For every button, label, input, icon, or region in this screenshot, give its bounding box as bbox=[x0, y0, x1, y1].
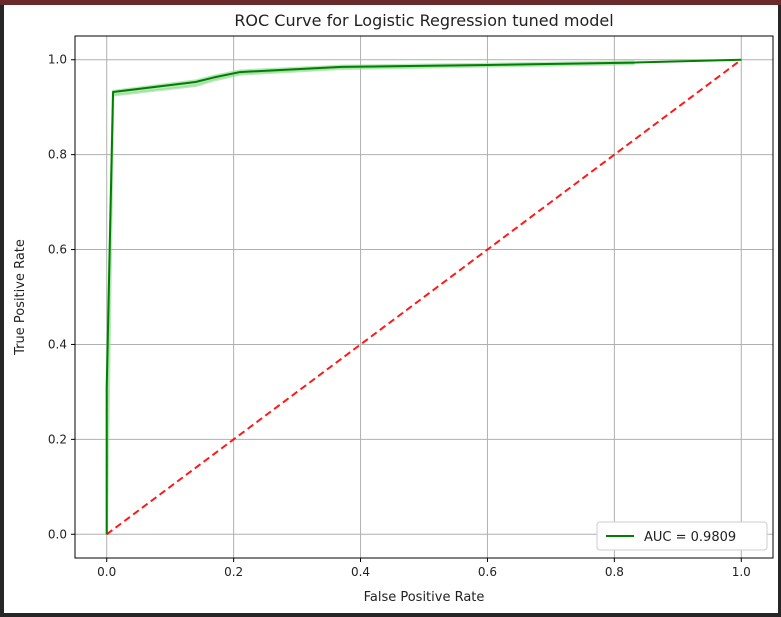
x-tick-label: 0.8 bbox=[605, 565, 624, 579]
y-tick-label: 0.4 bbox=[48, 337, 67, 351]
y-tick-label: 0.6 bbox=[48, 243, 67, 257]
plot-area-border bbox=[74, 35, 774, 559]
x-tick-label: 0.0 bbox=[97, 565, 116, 579]
x-tick-label: 0.6 bbox=[478, 565, 497, 579]
legend: AUC = 0.9809 bbox=[596, 521, 768, 551]
axis-ticks: 0.0 0.2 0.4 0.6 0.8 1.0 0.0 0.2 0.4 0.6 0.8 1.0 bbox=[48, 53, 751, 579]
x-tick-label: 0.4 bbox=[351, 565, 370, 579]
roc-chart: 0.0 0.2 0.4 0.6 0.8 1.0 0.0 0.2 0.4 0.6 0.8 1.0 ROC… bbox=[13, 11, 774, 605]
y-axis-label: True Positive Rate bbox=[13, 239, 28, 356]
legend-label-auc: AUC = 0.9809 bbox=[644, 530, 736, 545]
diagonal-chance-line bbox=[106, 58, 742, 536]
confidence-band bbox=[105, 60, 635, 535]
cell-top-strip bbox=[0, 0, 781, 5]
confidence-band-area bbox=[105, 60, 635, 535]
y-tick-label: 0.0 bbox=[48, 527, 67, 541]
chart-title: ROC Curve for Logistic Regression tuned … bbox=[234, 11, 613, 30]
x-tick-label: 0.2 bbox=[224, 565, 243, 579]
y-tick-label: 0.2 bbox=[48, 432, 67, 446]
series-lines bbox=[105, 58, 742, 536]
x-axis-label: False Positive Rate bbox=[364, 590, 485, 605]
legend-box bbox=[596, 521, 768, 551]
x-tick-label: 1.0 bbox=[732, 565, 751, 579]
y-tick-label: 0.8 bbox=[48, 148, 67, 162]
y-tick-label: 1.0 bbox=[48, 53, 67, 67]
figure-canvas: 0.0 0.2 0.4 0.6 0.8 1.0 0.0 0.2 0.4 0.6 0.8 1.0 ROC… bbox=[4, 5, 778, 613]
roc-curve-line bbox=[105, 58, 742, 535]
